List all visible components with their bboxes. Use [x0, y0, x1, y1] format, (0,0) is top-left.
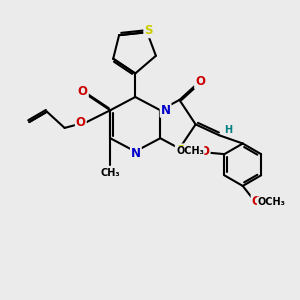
- Text: OCH₃: OCH₃: [176, 146, 204, 157]
- Text: O: O: [78, 85, 88, 98]
- Text: N: N: [131, 147, 141, 160]
- Text: H: H: [225, 125, 233, 135]
- Text: O: O: [195, 75, 205, 88]
- Text: CH₃: CH₃: [100, 168, 120, 178]
- Text: O: O: [252, 195, 262, 208]
- Text: O: O: [76, 116, 86, 128]
- Text: N: N: [160, 104, 171, 117]
- Text: OCH₃: OCH₃: [257, 197, 285, 207]
- Text: S: S: [176, 144, 184, 158]
- Text: O: O: [200, 145, 210, 158]
- Text: S: S: [144, 24, 153, 37]
